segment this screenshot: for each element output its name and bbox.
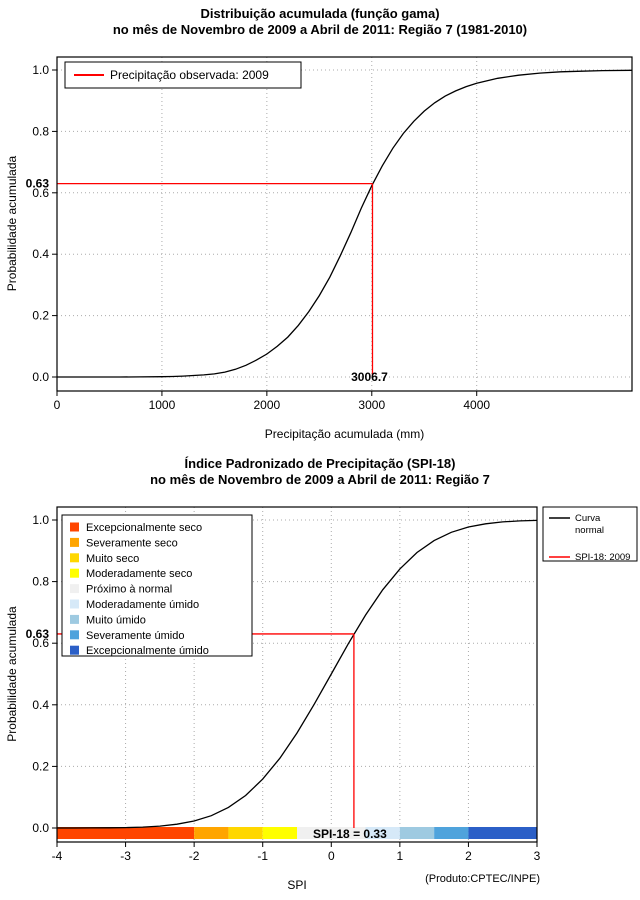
y-axis-title: Probabilidade acumulada bbox=[5, 606, 19, 742]
spi-annotation: SPI-18 = 0.33 bbox=[313, 827, 387, 841]
y-tick-label: 0.6 bbox=[32, 186, 49, 200]
plot-box bbox=[56, 56, 633, 392]
category-swatch bbox=[70, 599, 79, 609]
spi-category-band bbox=[262, 827, 297, 839]
spi-chart-title-line2: no mês de Novembro de 2009 a Abril de 20… bbox=[150, 472, 490, 487]
cdf-curve bbox=[57, 519, 538, 829]
spi-category-band bbox=[365, 827, 400, 839]
x-tick-label: 2 bbox=[465, 849, 472, 863]
category-label: Moderadamente seco bbox=[86, 568, 192, 580]
spi-chart-title: Índice Padronizado de Precipitação (SPI-… bbox=[0, 456, 640, 488]
legend-label: Precipitação observada: 2009 bbox=[110, 68, 269, 82]
category-label: Moderadamente úmido bbox=[86, 599, 199, 611]
spi-category-band bbox=[434, 827, 469, 839]
x-tick-label: 0 bbox=[54, 398, 61, 412]
spi-category-band bbox=[399, 827, 435, 839]
category-swatch bbox=[70, 522, 79, 532]
spi-category-band bbox=[297, 827, 366, 839]
spi-category-band bbox=[194, 827, 229, 839]
y-tick-label: 0.2 bbox=[32, 759, 49, 773]
x-tick-label: 1 bbox=[397, 849, 404, 863]
category-swatch bbox=[70, 537, 79, 547]
y-tick-label: 0.8 bbox=[32, 575, 49, 589]
plot-box bbox=[56, 506, 538, 843]
gamma-cdf-plot: 0.63 3006.7 0 1000 2000 3000 4000 0.0 0.2 0.4 0.6 0… bbox=[5, 56, 633, 441]
category-label: Excepcionalmente úmido bbox=[86, 645, 209, 657]
marker-value-label: 3006.7 bbox=[351, 370, 388, 384]
x-tick-label: 1000 bbox=[149, 398, 176, 412]
x-tick-label: -4 bbox=[52, 849, 63, 863]
y-tick-label: 0.6 bbox=[32, 636, 49, 650]
spi-category-band bbox=[228, 827, 263, 839]
category-label: Muito seco bbox=[86, 553, 139, 565]
y-tick-label: 0.4 bbox=[32, 247, 49, 261]
y-tick-label: 0.2 bbox=[32, 309, 49, 323]
marker-probability-label: 0.63 bbox=[26, 627, 50, 641]
category-label: Muito úmido bbox=[86, 614, 146, 626]
x-axis-title: SPI bbox=[287, 878, 306, 892]
category-legend-box bbox=[61, 514, 253, 657]
category-swatch bbox=[70, 568, 79, 578]
gamma-cdf-chart: Distribuição acumulada (função gama) no … bbox=[0, 6, 640, 441]
y-tick-label: 1.0 bbox=[32, 513, 49, 527]
spi-chart-title-line1: Índice Padronizado de Precipitação (SPI-… bbox=[184, 456, 456, 471]
curve-legend-box bbox=[542, 506, 638, 562]
category-swatch bbox=[70, 553, 79, 563]
y-tick-label: 0.0 bbox=[32, 370, 49, 384]
category-swatch bbox=[70, 645, 79, 655]
spi-category-band bbox=[468, 827, 537, 839]
y-tick-label: 1.0 bbox=[32, 63, 49, 77]
y-tick-label: 0.8 bbox=[32, 124, 49, 138]
x-tick-label: -1 bbox=[257, 849, 268, 863]
y-tick-label: 0.0 bbox=[32, 821, 49, 835]
category-swatch bbox=[70, 630, 79, 640]
marker-probability-label: 0.63 bbox=[26, 177, 50, 191]
spi-category-band bbox=[57, 827, 195, 839]
gamma-chart-title-line2: no mês de Novembro de 2009 a Abril de 20… bbox=[112, 22, 528, 37]
gamma-chart-title: Distribuição acumulada (função gama) no … bbox=[0, 6, 640, 38]
category-label: Excepcionalmente seco bbox=[86, 522, 202, 534]
x-tick-label: -3 bbox=[120, 849, 131, 863]
category-label: Severamente úmido bbox=[86, 630, 184, 642]
y-tick-label: 0.4 bbox=[32, 698, 49, 712]
category-label: Próximo à normal bbox=[86, 584, 172, 596]
x-tick-label: 4000 bbox=[463, 398, 490, 412]
x-tick-label: 0 bbox=[328, 849, 335, 863]
x-tick-label: 3000 bbox=[358, 398, 385, 412]
credit-label: (Produto:CPTEC/INPE) bbox=[425, 873, 540, 885]
spi-cdf-plot: 0.63 SPI-18 = 0.33 -4 -3 -2 -1 0 1 2 3 0.0 0.2 0.4 0.… bbox=[5, 506, 638, 892]
legend-box bbox=[64, 61, 302, 89]
category-swatch bbox=[70, 584, 79, 594]
curve-legend-label: SPI-18: 2009 bbox=[575, 552, 630, 563]
category-label: Severamente seco bbox=[86, 537, 178, 549]
y-axis-title: Probabilidade acumulada bbox=[5, 155, 19, 291]
spi-cdf-chart: Índice Padronizado de Precipitação (SPI-… bbox=[0, 450, 640, 900]
x-tick-label: 3 bbox=[534, 849, 541, 863]
category-swatch bbox=[70, 614, 79, 624]
cdf-curve bbox=[57, 69, 633, 378]
curve-legend-label: Curva bbox=[575, 513, 601, 524]
x-axis-title: Precipitação acumulada (mm) bbox=[265, 427, 424, 441]
gamma-chart-title-line1: Distribuição acumulada (função gama) bbox=[200, 6, 440, 21]
x-tick-label: -2 bbox=[189, 849, 200, 863]
x-tick-label: 2000 bbox=[254, 398, 281, 412]
curve-legend-label: normal bbox=[575, 525, 604, 536]
